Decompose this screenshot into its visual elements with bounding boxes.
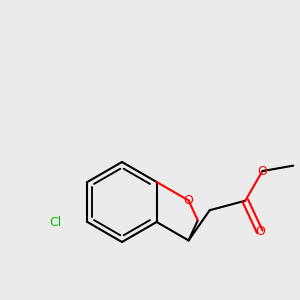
Text: O: O — [257, 165, 267, 178]
Text: Cl: Cl — [49, 215, 61, 229]
Text: O: O — [255, 225, 265, 238]
Text: O: O — [184, 194, 194, 207]
